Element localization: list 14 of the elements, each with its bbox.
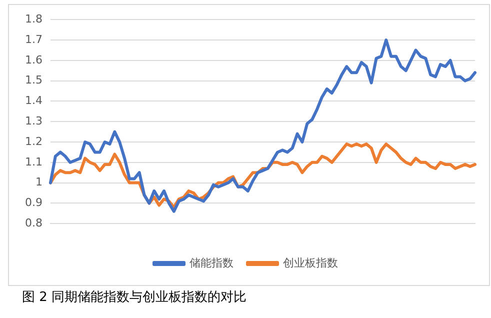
text: 图 2 同期储能指数与创业板指数的对比 — [22, 289, 247, 306]
legend-label: 储能指数 — [190, 256, 234, 270]
y-tick-label: 1.6 — [24, 53, 42, 66]
y-tick-label: 1 — [35, 176, 42, 189]
y-tick-label: 1.4 — [24, 94, 42, 108]
y-tick-label: 0.9 — [24, 196, 42, 210]
legend-label: 创业板指数 — [283, 256, 338, 270]
y-tick-label: 1.7 — [24, 32, 42, 46]
y-tick-label: 1.5 — [24, 74, 42, 87]
y-tick-label: 1.1 — [24, 155, 42, 168]
y-tick-label: 0.8 — [24, 216, 42, 230]
y-tick-label: 1.2 — [24, 134, 42, 148]
y-tick-label: 1.8 — [24, 12, 42, 26]
y-tick-label: 1.3 — [24, 114, 42, 128]
